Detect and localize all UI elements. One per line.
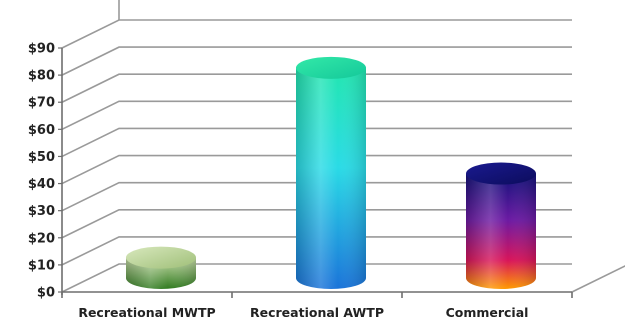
bar-2-top — [296, 56, 366, 79]
x-category-label-0: Recreational MWTP — [78, 305, 215, 320]
y-tick-label-7: $70 — [28, 96, 55, 111]
gridline-1 — [61, 236, 572, 266]
y-tick-label-9: $90 — [28, 42, 55, 57]
axes — [58, 0, 625, 298]
y-tick-label-2: $20 — [28, 231, 55, 246]
x-category-label-1: Recreational AWTP — [250, 305, 384, 320]
bar-1 — [126, 246, 196, 289]
y-tick-label-0: $0 — [37, 286, 55, 301]
gridline-3 — [61, 181, 572, 212]
bars — [126, 56, 536, 289]
bar-2-shading — [296, 67, 366, 289]
gridline-9 — [61, 19, 572, 49]
bar-2 — [296, 56, 366, 289]
bar-1-top — [126, 246, 196, 269]
y-tick-label-4: $40 — [28, 177, 55, 192]
gridline-6 — [61, 100, 572, 131]
y-tick-label-8: $80 — [28, 69, 55, 84]
bar-3 — [466, 162, 536, 289]
y-tick-label-1: $10 — [28, 258, 55, 273]
bar-3-shading — [466, 173, 536, 289]
labels: $0 $10 $20 $30 $40 $50 $60 $70 $80 $90 Recreationa… — [28, 42, 529, 321]
gridlines — [61, 19, 572, 293]
gridline-8 — [61, 46, 572, 76]
gridline-7 — [61, 73, 572, 103]
y-tick-label-5: $50 — [28, 150, 55, 165]
x-category-label-2: Commercial — [446, 305, 529, 320]
gridline-5 — [61, 127, 572, 158]
y-tick-label-3: $30 — [28, 204, 55, 219]
y-tick-label-6: $60 — [28, 123, 55, 138]
gridline-4 — [61, 154, 572, 185]
floor-right-edge — [571, 265, 625, 293]
gridline-2 — [61, 208, 572, 239]
bar-3-top — [466, 162, 536, 185]
gridline-0 — [61, 263, 572, 293]
